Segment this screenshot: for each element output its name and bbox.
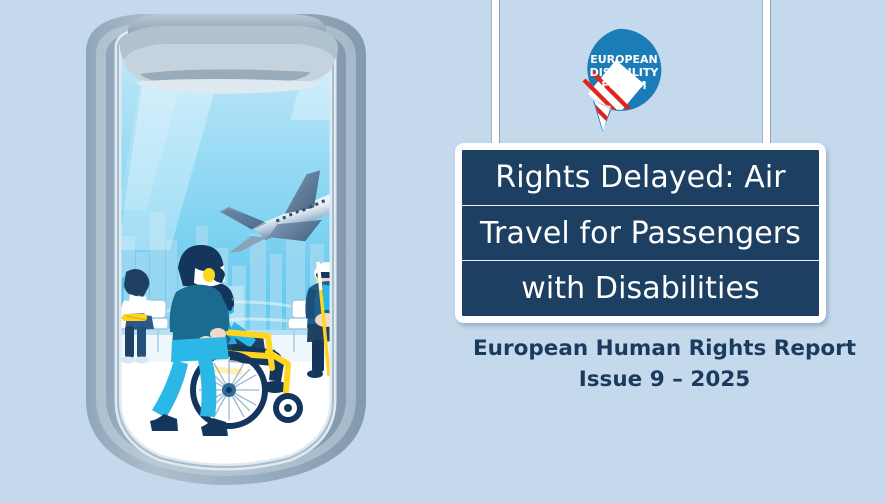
attendant-pushing-wheelchair [150,245,231,436]
sign-pole-right [762,0,771,160]
report-subtitle: European Human Rights Report Issue 9 – 2… [443,333,886,395]
airplane-taking-off [219,170,333,253]
subtitle-line-2: Issue 9 – 2025 [578,367,751,392]
subtitle-line-1: European Human Rights Report [472,336,856,361]
title-line-1: Rights Delayed: Air [495,159,786,195]
logo-line-1: EUROPEAN [590,53,658,66]
sign-pole-left [491,0,500,160]
airplane-window-illustration [0,0,443,498]
woman-seated-on-bench [118,268,154,364]
hearing-aid [203,268,215,282]
edf-logo[interactable]: EUROPEAN DISABILITY FORUM [574,26,662,134]
window-shade [120,14,338,94]
title-line-3: with Disabilities [462,260,819,316]
title-line-2: Travel for Passengers [462,204,819,261]
title-sign: Rights Delayed: Air Travel for Passenger… [455,143,826,323]
sunglasses [316,272,333,278]
wheelchair-caster-wheel [273,393,303,423]
logo-line-2: DISABILITY [590,66,660,79]
logo-line-3: FORUM [601,79,646,92]
window-view [118,30,333,467]
cover-text-panel: EUROPEAN DISABILITY FORUM Rights Delayed… [443,0,886,498]
elderly-man-with-white-cane [305,261,333,378]
